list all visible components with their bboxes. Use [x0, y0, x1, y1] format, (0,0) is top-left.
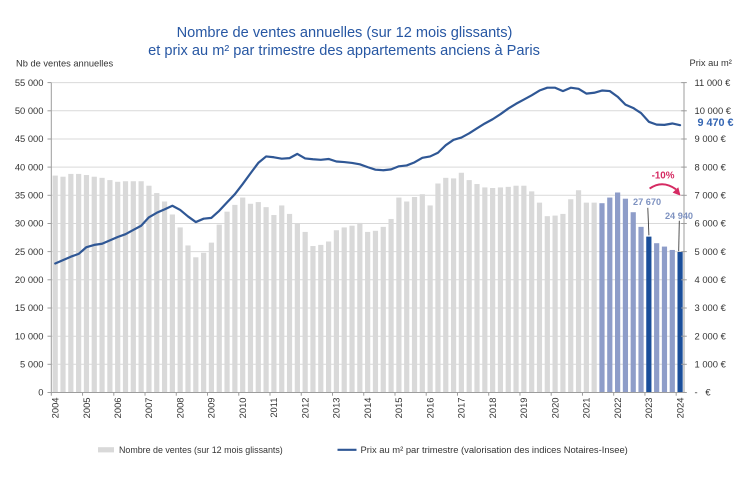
svg-text:7 000 €: 7 000 € — [695, 190, 727, 201]
svg-text:2020: 2020 — [549, 398, 560, 419]
svg-text:2014: 2014 — [362, 398, 373, 419]
svg-text:5 000 €: 5 000 € — [695, 246, 727, 257]
svg-text:2005: 2005 — [81, 398, 92, 419]
svg-text:2018: 2018 — [487, 398, 498, 419]
svg-text:Nombre de ventes annuelles (s: Nombre de ventes annuelles (sur 12 mois … — [177, 25, 513, 41]
svg-text:9 000 €: 9 000 € — [695, 133, 727, 144]
svg-text:2009: 2009 — [206, 398, 217, 419]
svg-text:5 000: 5 000 — [20, 359, 43, 370]
svg-text:2016: 2016 — [424, 398, 435, 419]
svg-text:2007: 2007 — [143, 398, 154, 419]
svg-text:2024: 2024 — [674, 398, 685, 419]
svg-text:4 000 €: 4 000 € — [695, 274, 727, 285]
svg-text:45 000: 45 000 — [15, 133, 44, 144]
svg-text:2 000 €: 2 000 € — [695, 330, 727, 341]
svg-text:- €: - € — [695, 387, 712, 398]
svg-text:20 000: 20 000 — [15, 274, 44, 285]
svg-text:50 000: 50 000 — [15, 105, 44, 116]
svg-text:24 940: 24 940 — [665, 211, 693, 221]
svg-text:2006: 2006 — [112, 398, 123, 419]
svg-text:2011: 2011 — [268, 398, 279, 418]
svg-text:15 000: 15 000 — [15, 302, 44, 313]
svg-text:2019: 2019 — [518, 398, 529, 419]
svg-text:8 000 €: 8 000 € — [695, 161, 727, 172]
svg-text:-10%: -10% — [652, 171, 675, 182]
svg-text:27 670: 27 670 — [633, 197, 661, 207]
svg-text:3 000 €: 3 000 € — [695, 302, 727, 313]
svg-text:Prix au m²: Prix au m² — [690, 58, 732, 68]
svg-text:35 000: 35 000 — [15, 190, 44, 201]
svg-text:2017: 2017 — [456, 398, 467, 419]
svg-text:Prix au m² par trimestre (valo: Prix au m² par trimestre (valorisation d… — [361, 444, 628, 455]
svg-text:2008: 2008 — [174, 398, 185, 419]
svg-text:2023: 2023 — [643, 398, 654, 419]
svg-text:2021: 2021 — [581, 398, 592, 419]
svg-text:2013: 2013 — [331, 398, 342, 419]
svg-text:2012: 2012 — [299, 398, 310, 419]
svg-text:40 000: 40 000 — [15, 161, 44, 172]
svg-text:Nombre de ventes (sur 12 mois: Nombre de ventes (sur 12 mois glissants) — [119, 445, 283, 455]
svg-text:2010: 2010 — [237, 398, 248, 419]
svg-text:et prix au m² par trimestre de: et prix au m² par trimestre des appartem… — [148, 43, 540, 59]
svg-text:2022: 2022 — [612, 398, 623, 419]
svg-text:10 000 €: 10 000 € — [695, 105, 732, 116]
svg-text:6 000 €: 6 000 € — [695, 218, 727, 229]
svg-text:55 000: 55 000 — [15, 77, 44, 88]
svg-text:30 000: 30 000 — [15, 218, 44, 229]
svg-text:9 470 €: 9 470 € — [698, 117, 734, 129]
svg-text:10 000: 10 000 — [15, 330, 44, 341]
svg-text:11 000 €: 11 000 € — [695, 77, 732, 88]
svg-text:2004: 2004 — [50, 398, 61, 419]
svg-text:0: 0 — [38, 387, 43, 398]
svg-text:1 000 €: 1 000 € — [695, 359, 727, 370]
svg-text:Nb de ventes annuelles: Nb de ventes annuelles — [16, 59, 114, 69]
svg-text:25 000: 25 000 — [15, 246, 44, 257]
svg-text:2015: 2015 — [393, 398, 404, 419]
